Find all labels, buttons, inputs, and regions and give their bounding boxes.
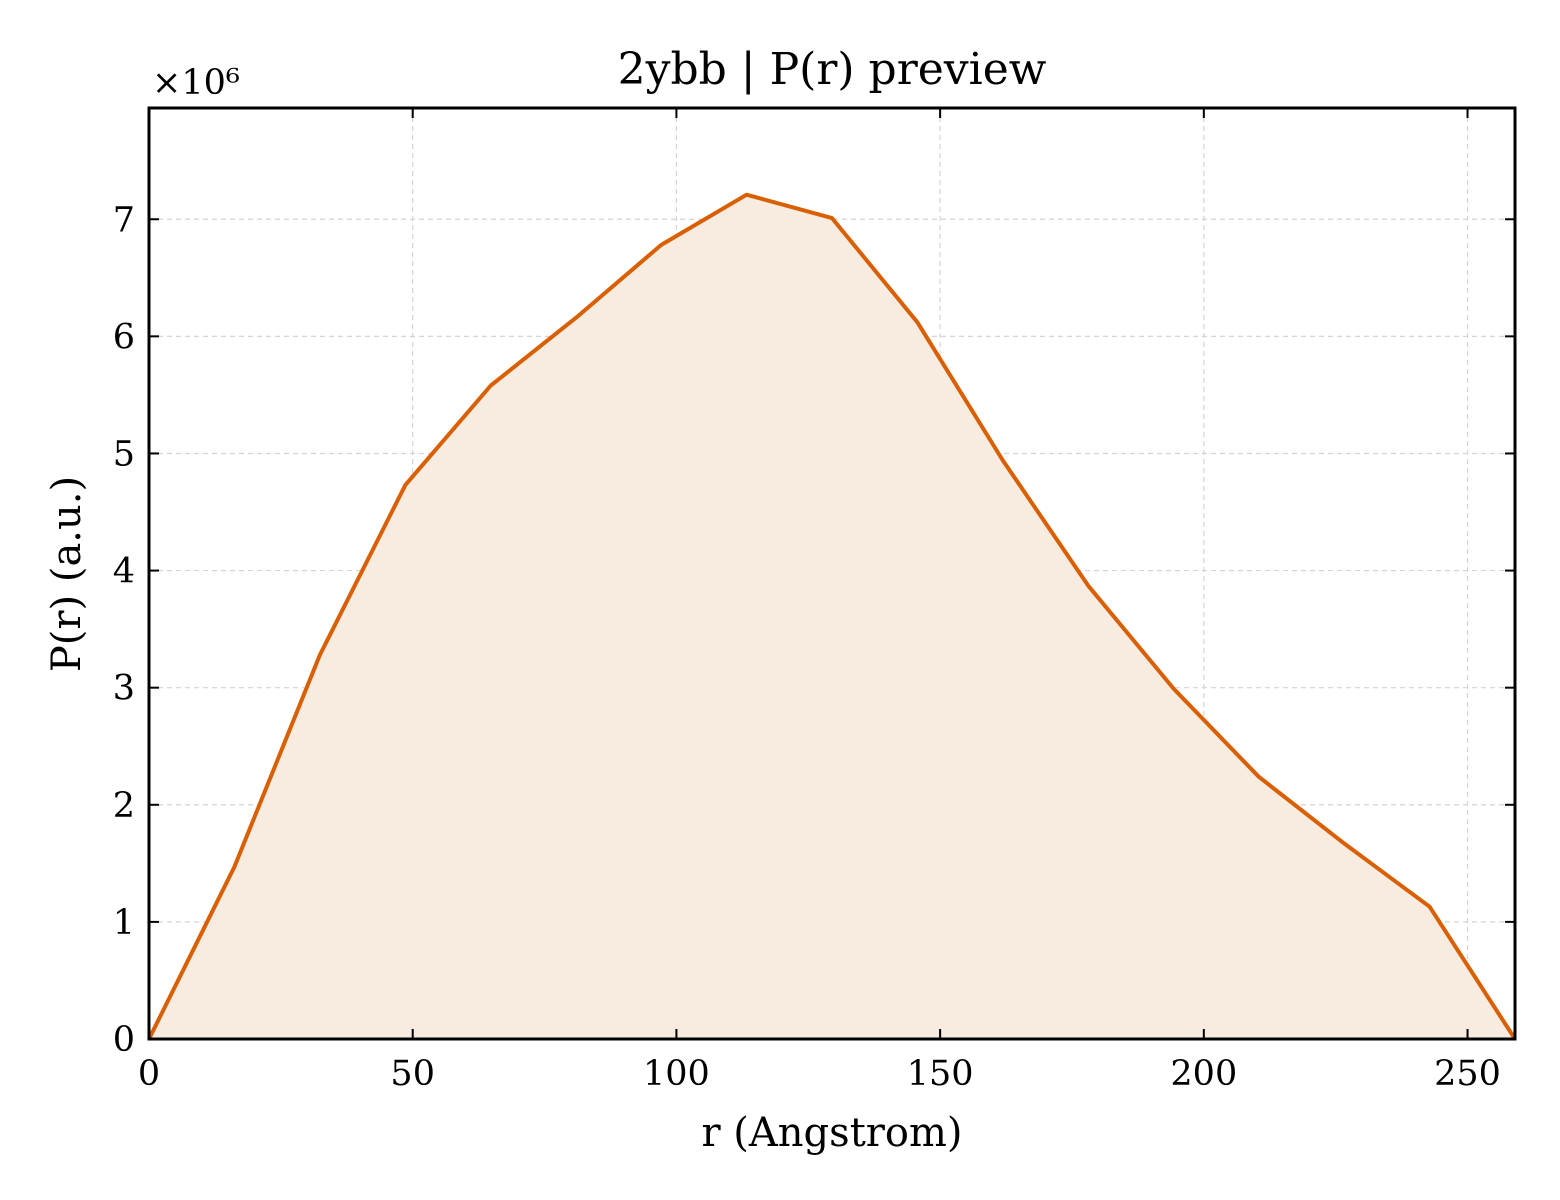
pr-series-line (147, 192, 1517, 1041)
y-tick-label: 0 (113, 1020, 135, 1060)
y-tick-label: 6 (113, 317, 135, 357)
y-offset-label: ×10⁶ (152, 63, 240, 103)
x-tick-label: 0 (138, 1054, 160, 1094)
chart-title: 2ybb | P(r) preview (618, 44, 1047, 95)
x-tick-label: 150 (907, 1054, 974, 1094)
y-tick-label: 7 (113, 200, 135, 240)
x-tick-label: 100 (643, 1054, 710, 1094)
y-tick-label: 3 (113, 669, 135, 709)
axis-ticks: 0 50 100 150 200 250 0 1 2 3 4 5 6 7 (113, 108, 1515, 1094)
y-tick-label: 1 (113, 903, 135, 943)
x-axis-label: r (Angstrom) (701, 1110, 962, 1156)
pr-area-fill (149, 194, 1515, 1039)
plot-frame (147, 106, 1517, 1041)
x-tick-label: 200 (1170, 1054, 1237, 1094)
y-axis-label: P(r) (a.u.) (44, 476, 90, 672)
y-tick-label: 2 (113, 786, 135, 826)
y-tick-label: 4 (113, 552, 135, 592)
y-tick-label: 5 (113, 434, 135, 474)
x-tick-label: 250 (1434, 1054, 1501, 1094)
x-tick-label: 50 (390, 1054, 435, 1094)
